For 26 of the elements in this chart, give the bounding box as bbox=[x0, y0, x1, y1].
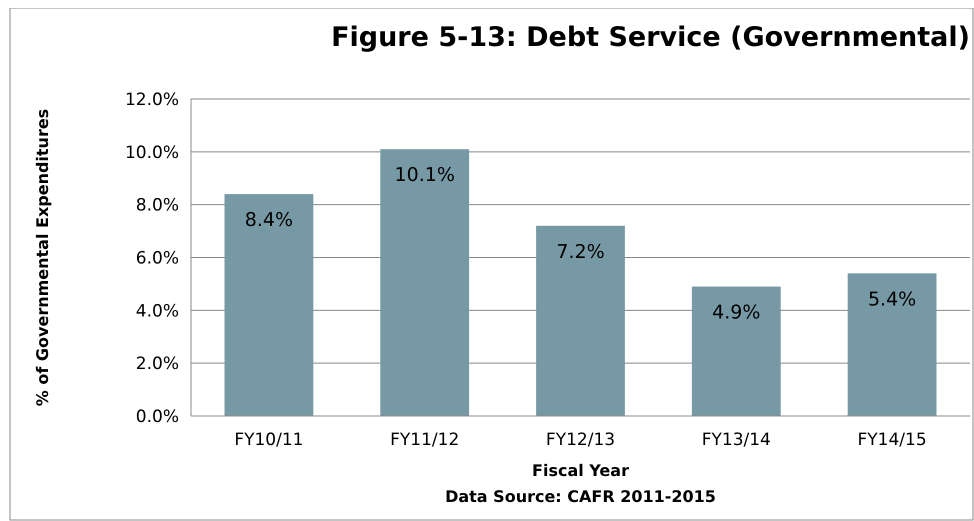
data-label: 7.2% bbox=[556, 240, 605, 263]
y-tick-label: 6.0% bbox=[136, 248, 179, 268]
x-tick-label: FY13/14 bbox=[702, 430, 771, 450]
y-tick-label: 0.0% bbox=[136, 406, 179, 427]
x-axis-title: Fiscal Year bbox=[532, 461, 630, 480]
y-tick-label: 12.0% bbox=[124, 90, 179, 110]
data-label: 10.1% bbox=[394, 164, 455, 186]
y-tick-label: 8.0% bbox=[136, 196, 179, 216]
x-tick-label: FY11/12 bbox=[390, 430, 460, 450]
bar bbox=[536, 226, 625, 416]
y-tick-label: 4.0% bbox=[136, 301, 179, 322]
chart-title: Figure 5-13: Debt Service (Governmental) bbox=[331, 22, 970, 53]
y-tick-label: 10.0% bbox=[124, 142, 179, 163]
data-label: 4.9% bbox=[712, 302, 760, 324]
bar bbox=[692, 286, 781, 416]
bar bbox=[848, 273, 937, 416]
x-tick-label: FY14/15 bbox=[858, 430, 927, 450]
bar bbox=[380, 149, 470, 416]
x-tick-label: FY12/13 bbox=[546, 430, 616, 450]
y-axis-title: % of Governmental Expenditures bbox=[33, 108, 52, 406]
x-tick-label: FY10/11 bbox=[234, 430, 304, 450]
data-label: 5.4% bbox=[868, 288, 916, 310]
source-note: Data Source: CAFR 2011-2015 bbox=[445, 487, 716, 506]
data-label: 8.4% bbox=[244, 209, 294, 232]
bar bbox=[224, 194, 314, 416]
y-tick-label: 2.0% bbox=[136, 354, 179, 374]
